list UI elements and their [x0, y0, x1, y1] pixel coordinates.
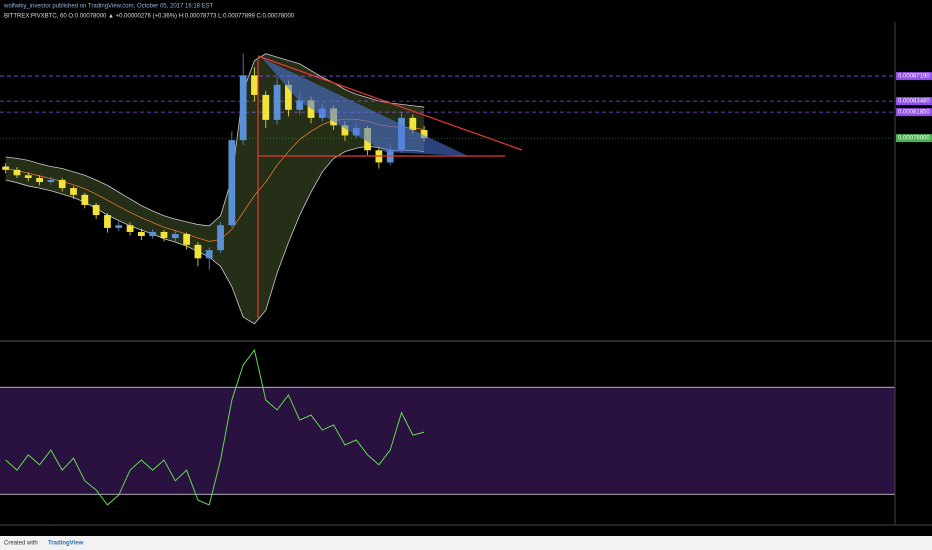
candle-body [58, 179, 66, 189]
marks [0, 53, 895, 506]
candle-body [420, 130, 428, 139]
candle-body [183, 234, 191, 245]
candle-body [92, 204, 100, 216]
footer-created: Created with [4, 541, 38, 547]
overlay-line [5, 53, 425, 227]
drawings [257, 55, 523, 318]
candle-body [239, 75, 247, 141]
candle-body [2, 166, 10, 170]
candle-body [228, 140, 236, 226]
candle-body [273, 84, 281, 120]
candle-body [47, 179, 55, 183]
candle-body [24, 175, 32, 178]
candle-body [171, 234, 179, 239]
grid [0, 386, 895, 495]
candle-body [13, 169, 21, 176]
candle-body [115, 225, 123, 228]
candle-body [217, 225, 224, 251]
symbol-line: BITTREX:PIVXBTC, 60 O:0.00078000 ▲ +0.00… [4, 14, 295, 20]
candle-body [126, 225, 134, 232]
candle-body [149, 231, 157, 237]
candle-body [409, 117, 417, 131]
candle-body [36, 177, 43, 183]
candle-body [307, 100, 315, 118]
candle-body [70, 188, 77, 195]
rsi-line [5, 348, 425, 506]
level-label: 0.00081850 [898, 110, 930, 116]
candle-body [262, 94, 270, 120]
axes: 0.00087190 0.00083480 0.00081850 0.00078000 [0, 22, 932, 526]
band-fill [5, 53, 425, 324]
level-tag [896, 108, 932, 117]
footer-bar [0, 536, 932, 550]
author-line: wolfwiky_investor published on TradingVi… [3, 4, 214, 10]
candle-body [81, 194, 89, 205]
trend-line [257, 55, 523, 151]
candle-body [205, 250, 213, 259]
candle-body [296, 100, 304, 110]
candle-body [194, 244, 202, 259]
candle-body [160, 231, 168, 239]
candle-body [137, 231, 145, 237]
candle-body [251, 75, 258, 95]
rsi-band [0, 387, 895, 495]
candle-body [104, 215, 111, 228]
level-label: 0.00087190 [898, 74, 930, 80]
level-label: 0.00083480 [898, 99, 930, 105]
level-tag [896, 97, 932, 106]
candle-body [285, 84, 292, 110]
overlay-line [5, 145, 425, 325]
last-price-tag [896, 134, 932, 143]
candle-body [341, 125, 349, 136]
level-tag [896, 72, 932, 81]
footer-brand[interactable]: TradingView [48, 541, 84, 547]
triangle-shade [262, 58, 468, 156]
last-price-label: 0.00078000 [898, 136, 930, 142]
